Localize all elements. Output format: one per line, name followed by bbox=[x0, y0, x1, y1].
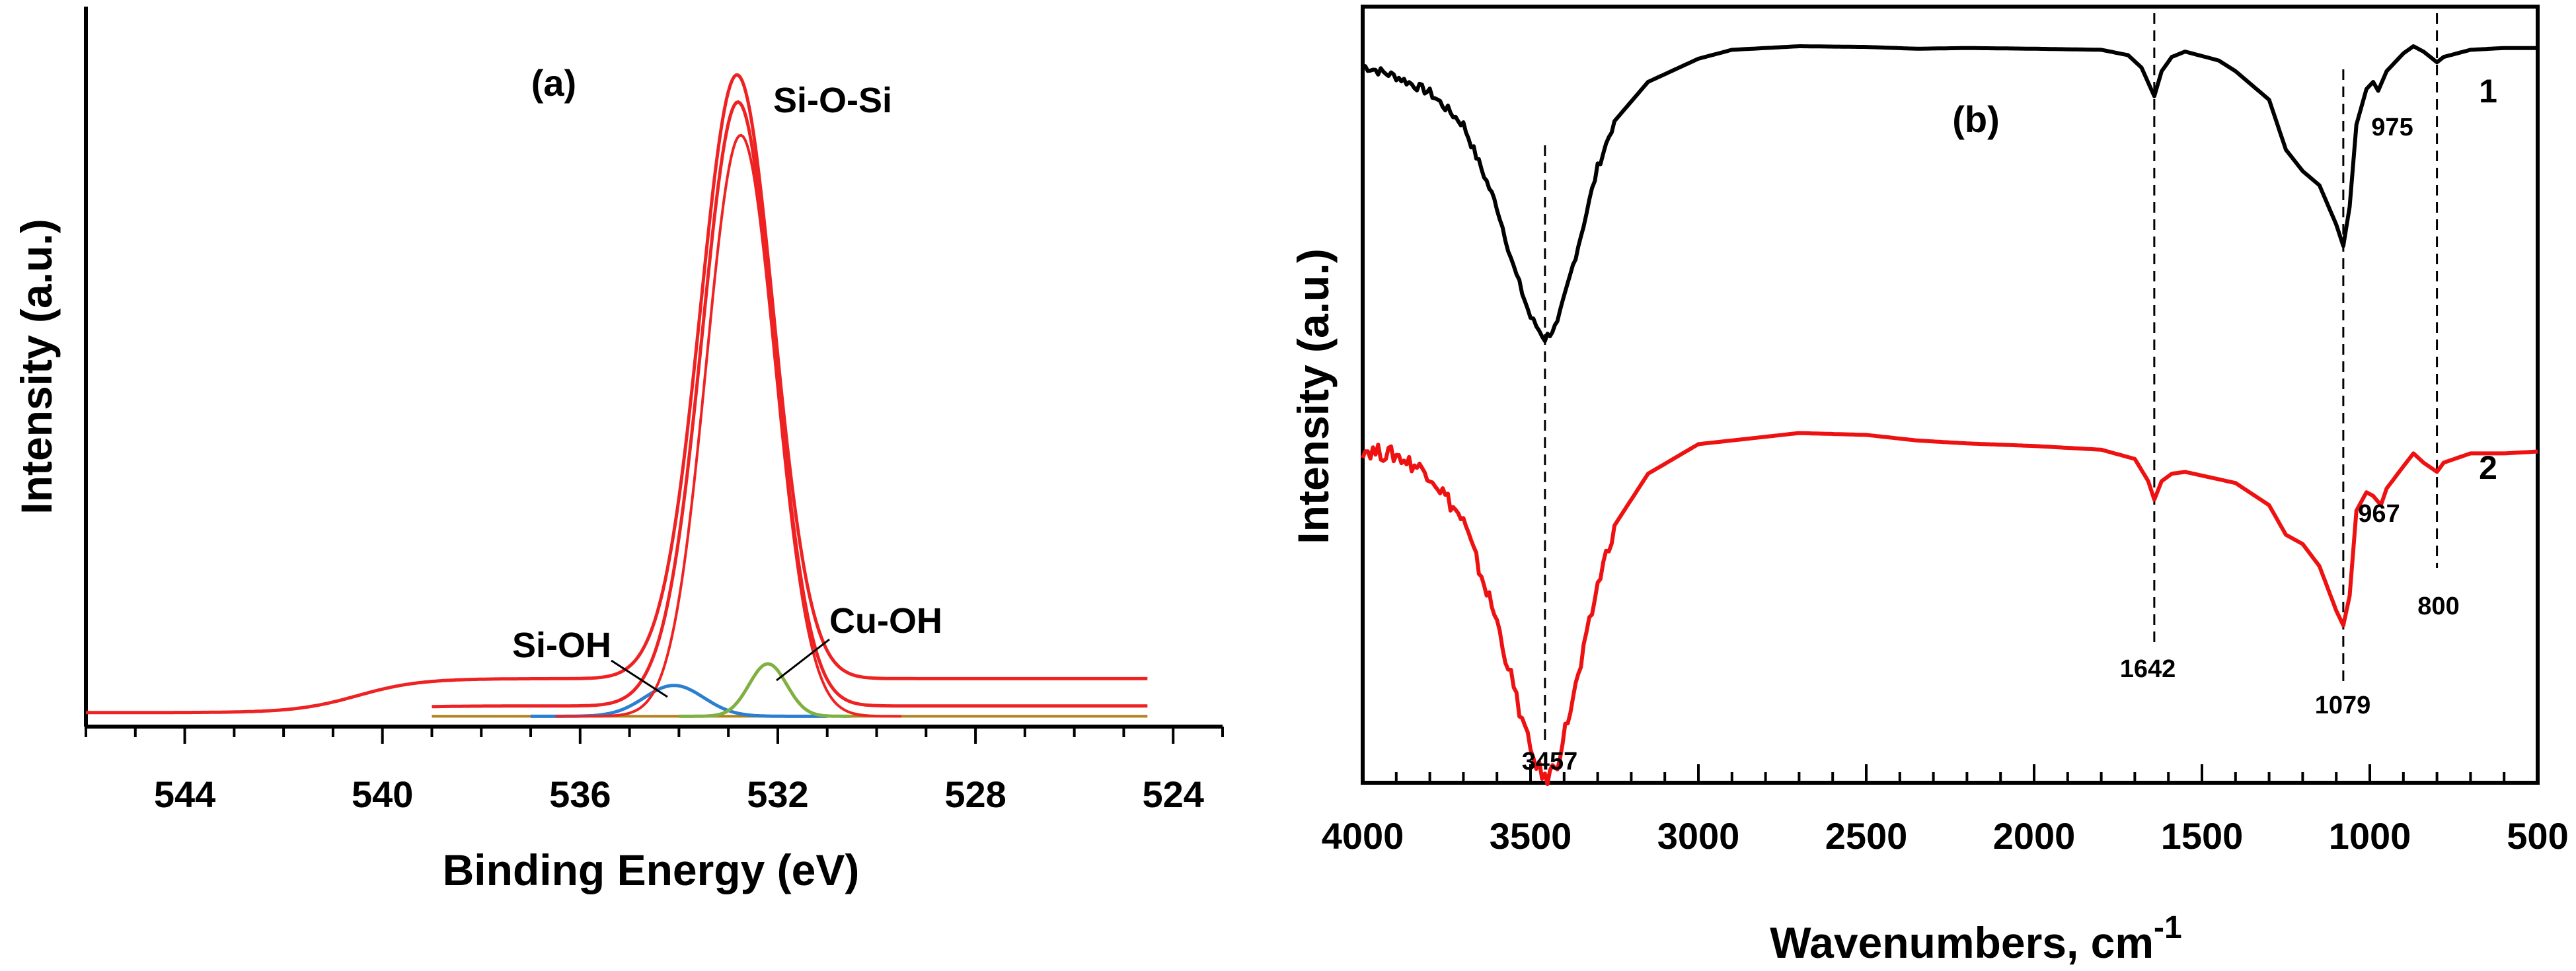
xps-component-cu-oh bbox=[679, 662, 851, 718]
ftir-curves bbox=[1361, 44, 2538, 787]
xps-x-ticks: 544 540 536 532 528 524 bbox=[85, 727, 1224, 815]
xps-curves bbox=[86, 73, 1148, 718]
ftir-y-axis-title: Intensity (a.u.) bbox=[1289, 248, 1338, 544]
ftir-peak-label: 1079 bbox=[2315, 692, 2371, 719]
xps-x-tick-label: 528 bbox=[944, 773, 1006, 815]
xps-x-tick-label: 524 bbox=[1142, 773, 1203, 815]
ftir-x-axis-title-main: Wavenumbers, cm bbox=[1770, 918, 2154, 967]
ftir-x-axis-title-superscript: -1 bbox=[2154, 910, 2182, 945]
ftir-peak-label: 975 bbox=[2371, 114, 2413, 141]
ftir-series-1 bbox=[1362, 44, 2538, 343]
ftir-series-label-1: 1 bbox=[2479, 73, 2497, 110]
ftir-series-2 bbox=[1361, 431, 2538, 787]
xps-x-tick-label: 532 bbox=[747, 773, 808, 815]
ftir-reference-lines bbox=[1544, 13, 2439, 746]
xps-peak-label-cu-oh: Cu-OH bbox=[829, 601, 942, 641]
ftir-peak-label: 800 bbox=[2417, 593, 2459, 620]
ftir-x-tick-label: 3000 bbox=[1657, 815, 1740, 857]
ftir-x-tick-label: 2500 bbox=[1825, 815, 1908, 857]
ftir-plot-frame bbox=[1361, 5, 2540, 785]
xps-x-tick-label: 536 bbox=[549, 773, 611, 815]
ftir-x-tick-label: 3500 bbox=[1490, 815, 1572, 857]
ftir-x-tick-label: 500 bbox=[2507, 815, 2568, 857]
ftir-series-label-2: 2 bbox=[2479, 449, 2497, 486]
xps-peak-label-si-oh: Si-OH bbox=[512, 626, 611, 665]
ftir-x-axis-title: Wavenumbers, cm-1 bbox=[1770, 910, 2181, 967]
xps-x-axis-title: Binding Energy (eV) bbox=[443, 845, 860, 894]
xps-x-tick-label: 540 bbox=[352, 773, 413, 815]
ftir-panel-label: (b) bbox=[1952, 98, 2000, 140]
ftir-x-tick-label: 2000 bbox=[1993, 815, 2076, 857]
xps-panel: 544 540 536 532 528 524 (a) Si-O-Si Si-OH Cu-… bbox=[12, 7, 1224, 894]
ftir-panel: 4000 3500 3000 2500 2000 1500 1000 500 975 967 80… bbox=[1289, 5, 2569, 967]
xps-y-axis-title: Intensity (a.u.) bbox=[12, 219, 61, 514]
ftir-x-tick-label: 1000 bbox=[2329, 815, 2411, 857]
ftir-peak-label: 967 bbox=[2358, 500, 2400, 528]
xps-pointer-cu-oh bbox=[776, 638, 830, 682]
xps-peak-label-si-o-si: Si-O-Si bbox=[773, 81, 892, 120]
xps-component-si-o-si bbox=[555, 133, 901, 718]
xps-panel-label: (a) bbox=[531, 62, 576, 104]
xps-experimental-curve bbox=[86, 73, 1148, 715]
ftir-x-ticks: 4000 3500 3000 2500 2000 1500 1000 500 bbox=[1322, 764, 2569, 857]
ftir-x-tick-label: 4000 bbox=[1322, 815, 1404, 857]
xps-fit-envelope bbox=[432, 100, 1148, 709]
ftir-x-tick-label: 1500 bbox=[2161, 815, 2244, 857]
ftir-peak-label: 3457 bbox=[1522, 748, 1578, 775]
ftir-peak-labels: 975 967 800 1642 1079 3457 bbox=[1522, 114, 2460, 775]
xps-component-si-oh bbox=[531, 684, 827, 718]
xps-x-tick-label: 544 bbox=[154, 773, 215, 815]
xps-pointer-si-oh bbox=[611, 659, 668, 698]
ftir-peak-label: 1642 bbox=[2120, 655, 2176, 683]
